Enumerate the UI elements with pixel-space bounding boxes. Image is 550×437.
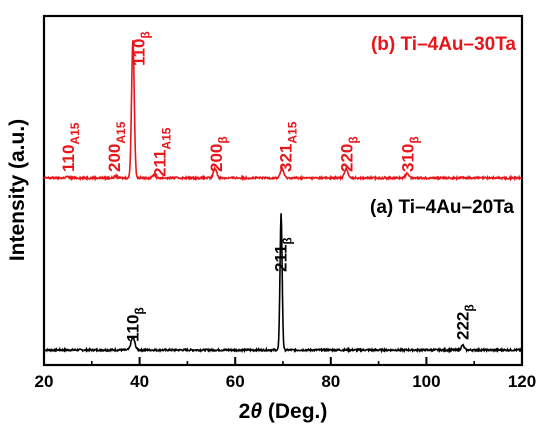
- x-tick-labels: 20 40 60 80 100 120: [35, 372, 537, 391]
- peak-label-main: 211: [151, 150, 170, 177]
- y-axis-title: Intensity (a.u.): [6, 119, 29, 261]
- peak-label-sub: A15: [285, 121, 299, 143]
- peak-label-sub: A15: [114, 121, 128, 143]
- series-line-0: [43, 213, 523, 354]
- peak-label-main: 222: [453, 312, 472, 340]
- peak-label-sub: β: [132, 307, 146, 314]
- peak-label-main: 110: [123, 315, 142, 342]
- peak-label-main: 220: [338, 144, 357, 172]
- peak-label-sub: A15: [68, 122, 82, 144]
- peak-label-1-3: 211A15: [151, 127, 174, 177]
- x-tick-label-4: 100: [412, 372, 440, 391]
- axis-ticks: [43, 357, 523, 365]
- peak-label-1-1: 200A15: [105, 121, 128, 172]
- peak-label-0-1: 211β: [272, 237, 295, 272]
- x-tick-label-1: 40: [130, 372, 149, 391]
- peak-label-main: 110: [130, 39, 149, 66]
- peak-label-1-7: 310β: [398, 136, 421, 172]
- peak-label-1-2: 110β: [130, 31, 153, 66]
- peak-label-1-6: 220β: [338, 136, 361, 172]
- peak-label-0-0: 110β: [123, 307, 146, 342]
- peak-label-sub: β: [281, 237, 295, 244]
- peak-label-sub: A15: [160, 127, 174, 149]
- x-axis-title-suffix: (Deg.): [262, 400, 327, 423]
- x-tick-label-2: 60: [226, 372, 245, 391]
- x-axis-title: 2θ (Deg.): [239, 400, 328, 423]
- peak-label-sub: β: [347, 136, 361, 143]
- peak-label-main: 310: [398, 144, 417, 172]
- series-label-0: (a) Ti–4Au–20Ta: [370, 197, 514, 218]
- peak-label-sub: β: [139, 31, 153, 38]
- peak-label-main: 110: [59, 145, 78, 172]
- peak-label-main: 211: [272, 245, 291, 272]
- x-tick-label-5: 120: [508, 372, 536, 391]
- peak-label-main: 200: [207, 144, 226, 172]
- peak-label-1-0: 110A15: [59, 122, 82, 172]
- series-line-1: [43, 40, 523, 182]
- peak-label-main: 321: [276, 144, 295, 172]
- x-axis-title-theta: θ: [250, 400, 262, 423]
- peak-label-sub: β: [407, 136, 421, 143]
- x-tick-label-0: 20: [35, 372, 54, 391]
- peak-label-sub: β: [462, 304, 476, 311]
- series-traces: [43, 40, 523, 354]
- peak-label-0-2: 222β: [453, 304, 476, 340]
- series-labels: (a) Ti–4Au–20Ta (b) Ti–4Au–30Ta: [370, 34, 516, 218]
- x-axis-title-prefix: 2: [239, 400, 251, 423]
- peak-labels: 110β211β222β110A15200A15110β211A15200β32…: [59, 31, 476, 342]
- peak-label-main: 200: [105, 144, 124, 172]
- series-label-1: (b) Ti–4Au–30Ta: [371, 34, 516, 55]
- peak-label-sub: β: [216, 136, 230, 143]
- peak-label-1-4: 200β: [207, 136, 230, 172]
- peak-label-1-5: 321A15: [276, 121, 299, 172]
- x-tick-label-3: 80: [321, 372, 340, 391]
